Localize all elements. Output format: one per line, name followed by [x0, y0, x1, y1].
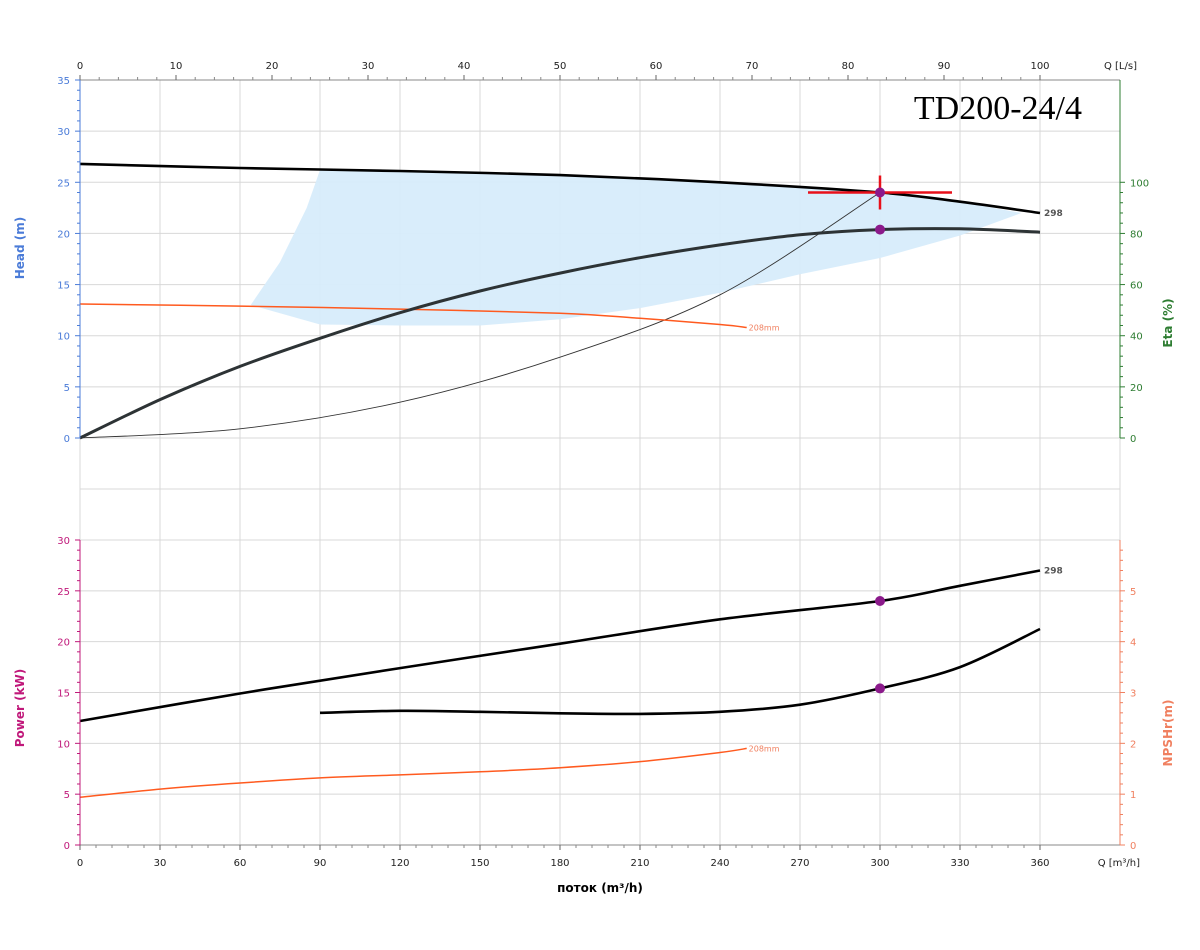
- power-208-label: 208mm: [749, 744, 780, 753]
- bottom-tick-label: 210: [630, 858, 649, 869]
- bottom-tick-label: 270: [790, 858, 809, 869]
- bottom-tick-label: 0: [77, 858, 83, 869]
- duty-point-head: [875, 187, 885, 198]
- head-tick-label: 15: [57, 281, 70, 292]
- head-curve-label: 298: [1044, 209, 1063, 219]
- head-208-label: 208mm: [749, 324, 780, 333]
- npsh-tick-label: 5: [1130, 587, 1136, 598]
- power-tick-label: 30: [57, 536, 70, 547]
- markers: [808, 175, 952, 694]
- duty-point-efficiency: [875, 224, 885, 235]
- head-tick-label: 10: [57, 332, 70, 343]
- top-tick-label: 20: [266, 61, 279, 72]
- top-tick-label: 80: [842, 61, 855, 72]
- top-tick-label: 40: [458, 61, 471, 72]
- bottom-tick-label: 60: [234, 858, 247, 869]
- top-tick-label: 50: [554, 61, 567, 72]
- power-curve-label: 298: [1044, 567, 1063, 577]
- eta-tick-label: 40: [1130, 332, 1143, 343]
- npsh-tick-label: 3: [1130, 689, 1136, 700]
- power-curve-298: [79, 569, 1041, 723]
- operating-region: [250, 170, 1022, 326]
- duty-point-npsh: [875, 683, 885, 694]
- top-tick-label: 10: [170, 61, 183, 72]
- top-tick-label: 100: [1030, 61, 1049, 72]
- operating-region-area: [250, 170, 1022, 326]
- npsh-axis-title: NPSHr(m): [1161, 700, 1175, 767]
- eta-axis-title: Eta (%): [1161, 298, 1175, 347]
- npsh-curve-298: [319, 627, 1041, 716]
- bottom-tick-label: 330: [950, 858, 969, 869]
- power-tick-label: 15: [57, 689, 70, 700]
- top-tick-label: 60: [650, 61, 663, 72]
- bottom-tick-label: 150: [470, 858, 489, 869]
- bottom-tick-label: 240: [710, 858, 729, 869]
- top-axis-unit-label: Q [L/s]: [1104, 61, 1137, 72]
- power-tick-label: 20: [57, 638, 70, 649]
- bottom-tick-label: 90: [314, 858, 327, 869]
- npsh-tick-label: 4: [1130, 638, 1136, 649]
- top-tick-label: 30: [362, 61, 375, 72]
- eta-tick-label: 80: [1130, 229, 1143, 240]
- npsh-tick-label: 2: [1130, 739, 1136, 750]
- power-tick-label: 10: [57, 739, 70, 750]
- bottom-tick-label: 300: [870, 858, 889, 869]
- bottom-tick-label: 180: [550, 858, 569, 869]
- eta-tick-label: 20: [1130, 383, 1143, 394]
- power-curve-208mm: [79, 747, 747, 798]
- curves: 298 208mm 298 208mm: [79, 162, 1063, 798]
- bottom-tick-label: 120: [390, 858, 409, 869]
- head-tick-label: 5: [64, 383, 70, 394]
- top-tick-label: 70: [746, 61, 759, 72]
- top-tick-label: 0: [77, 61, 83, 72]
- power-tick-label: 25: [57, 587, 70, 598]
- head-tick-label: 25: [57, 178, 70, 189]
- head-tick-label: 20: [57, 229, 70, 240]
- duty-point-power: [875, 596, 885, 606]
- eta-tick-label: 60: [1130, 281, 1143, 292]
- npsh-tick-label: 0: [1130, 841, 1136, 852]
- eta-tick-label: 100: [1130, 178, 1149, 189]
- power-tick-label: 5: [64, 790, 70, 801]
- top-tick-label: 90: [938, 61, 951, 72]
- bottom-tick-label: 30: [154, 858, 167, 869]
- head-curve-208mm: [79, 303, 747, 329]
- bottom-tick-label: 360: [1030, 858, 1049, 869]
- eta-tick-label: 0: [1130, 434, 1136, 445]
- head-tick-label: 0: [64, 434, 70, 445]
- bottom-axis-unit-label: Q [m³/h]: [1098, 858, 1140, 869]
- x-axis-title: поток (m³/h): [557, 881, 643, 895]
- npsh-tick-label: 1: [1130, 790, 1136, 801]
- chart-title: TD200-24/4: [914, 90, 1082, 127]
- head-tick-label: 30: [57, 127, 70, 138]
- system-curve: [79, 192, 881, 439]
- head-curve-298: [79, 162, 1041, 215]
- power-tick-label: 0: [64, 841, 70, 852]
- power-axis-title: Power (kW): [13, 669, 27, 748]
- head-tick-label: 35: [57, 76, 70, 87]
- head-axis-title: Head (m): [13, 217, 27, 280]
